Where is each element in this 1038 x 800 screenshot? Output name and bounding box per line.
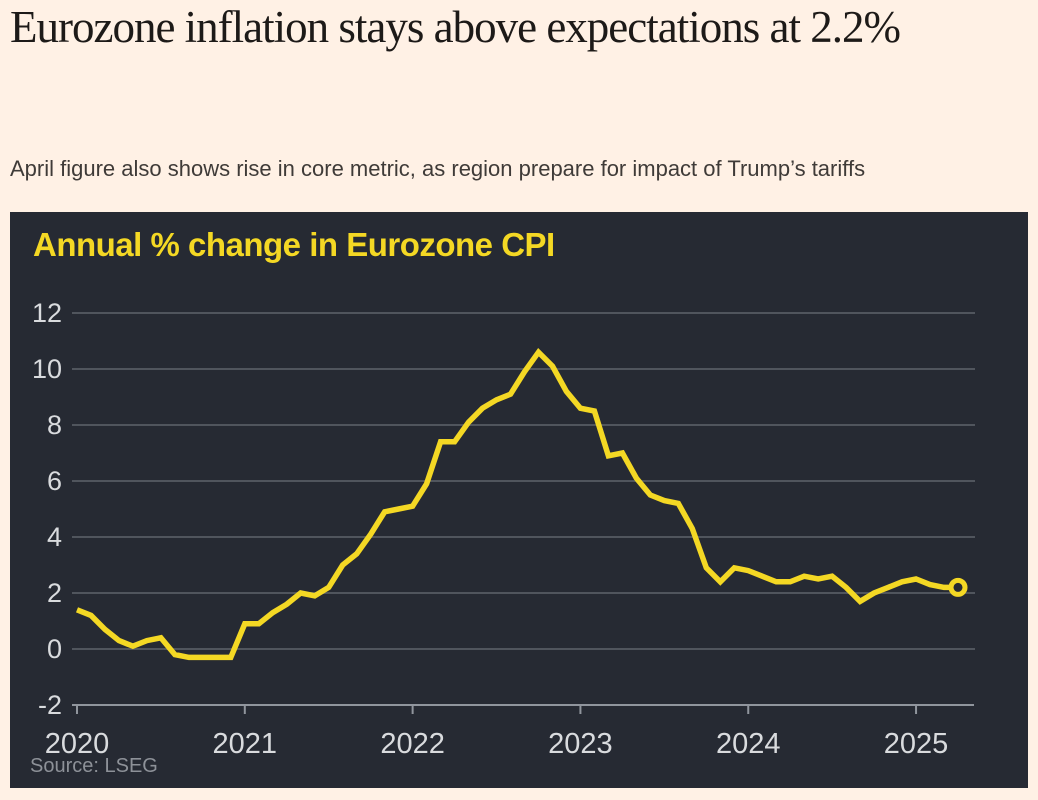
cpi-line-chart: 2020 2021 2022 2023 2024 2025 -2 0 2 4 6 8 10 12 Sourc… <box>30 298 975 777</box>
y-axis-tick-label: -2 <box>38 690 62 720</box>
chart-source-label: Source: LSEG <box>30 755 158 777</box>
y-axis-tick-label: 2 <box>47 578 62 608</box>
x-axis-tick-label: 2020 <box>45 728 110 760</box>
y-axis-tick-label: 4 <box>47 522 62 552</box>
x-axis-tick-label: 2022 <box>380 728 445 760</box>
y-axis-tick-label: 12 <box>32 298 62 328</box>
x-axis-tick-label: 2025 <box>884 728 949 760</box>
article-standfirst: April figure also shows rise in core met… <box>10 156 866 181</box>
cpi-chart-panel: Annual % change in Eurozone CPI 2020 2021… <box>10 212 1028 788</box>
article-headline: Eurozone inflation stays above expectati… <box>10 2 901 52</box>
y-axis-tick-label: 0 <box>47 634 62 664</box>
last-point-marker <box>948 577 968 597</box>
y-axis-tick-label: 10 <box>32 354 62 384</box>
y-axis-tick-label: 8 <box>47 410 62 440</box>
cpi-data-line <box>75 347 958 661</box>
y-axis-tick-label: 6 <box>47 466 62 496</box>
chart-title: Annual % change in Eurozone CPI <box>33 226 555 263</box>
x-axis-tick-label: 2021 <box>213 728 278 760</box>
x-axis-tick-label: 2023 <box>548 728 613 760</box>
x-axis-tick-label: 2024 <box>716 728 781 760</box>
